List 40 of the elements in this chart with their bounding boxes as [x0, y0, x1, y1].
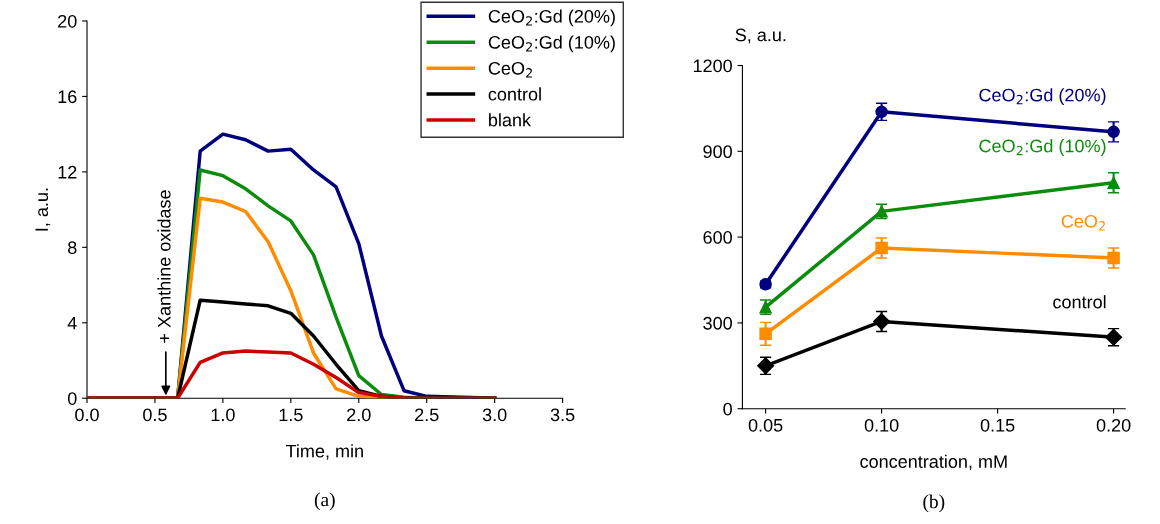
series-label: CeO$_{2}$:Gd (20%)	[979, 88, 1106, 106]
x-tick-label: 3.5	[550, 408, 575, 422]
x-tick-label: 0.10	[864, 418, 899, 432]
y-tick-label: 600	[703, 231, 732, 244]
x-tick-label: 1.5	[279, 408, 303, 422]
y-tick-label: 8	[68, 241, 77, 255]
x-tick-label: 0.05	[748, 418, 783, 432]
y-axis-title: S, a.u.	[735, 28, 786, 44]
y-tick-label: 16	[58, 90, 77, 104]
legend-label: blank	[489, 113, 532, 127]
legend-label: CeO$_{2}$:Gd (10%)	[488, 35, 615, 53]
series-label: CeO$_{2}$:Gd (10%)	[979, 139, 1106, 156]
y-tick-label: 300	[703, 316, 732, 330]
y-tick-label: 0	[67, 392, 77, 405]
text: (b)	[923, 494, 945, 513]
x-tick-label: 2.5	[415, 408, 439, 422]
legend-label: control	[488, 87, 541, 101]
y-tick-label: 0	[723, 402, 732, 416]
legend-label: CeO$_{2}$	[488, 61, 532, 78]
x-axis-title: concentration, mM	[860, 454, 1007, 471]
x-tick-label: 0.15	[980, 418, 1015, 432]
y-axis-title: I, a.u.	[35, 188, 51, 231]
series-label: CeO$_{2}$	[1061, 214, 1105, 231]
x-tick-label: 0.0	[75, 408, 99, 422]
x-tick-label: 1.0	[211, 408, 235, 422]
y-tick-label: 12	[58, 165, 77, 179]
y-tick-label: 1200	[693, 59, 732, 73]
x-axis-title: Time, min	[285, 444, 363, 460]
y-tick-label: 900	[703, 145, 732, 159]
y-tick-label: 4	[67, 316, 77, 330]
series-label: control	[1053, 295, 1106, 309]
text: (a)	[314, 492, 335, 511]
x-tick-label: 2.0	[347, 408, 371, 422]
annotation: + Xanthine oxidase	[157, 190, 171, 343]
y-tick-label: 20	[58, 14, 77, 28]
x-tick-label: 0.5	[143, 408, 167, 422]
legend-label: CeO$_{2}$:Gd (20%)	[488, 9, 615, 27]
line-series	[87, 349, 497, 399]
x-tick-label: 3.0	[482, 408, 507, 422]
x-tick-label: 0.20	[1096, 418, 1131, 432]
